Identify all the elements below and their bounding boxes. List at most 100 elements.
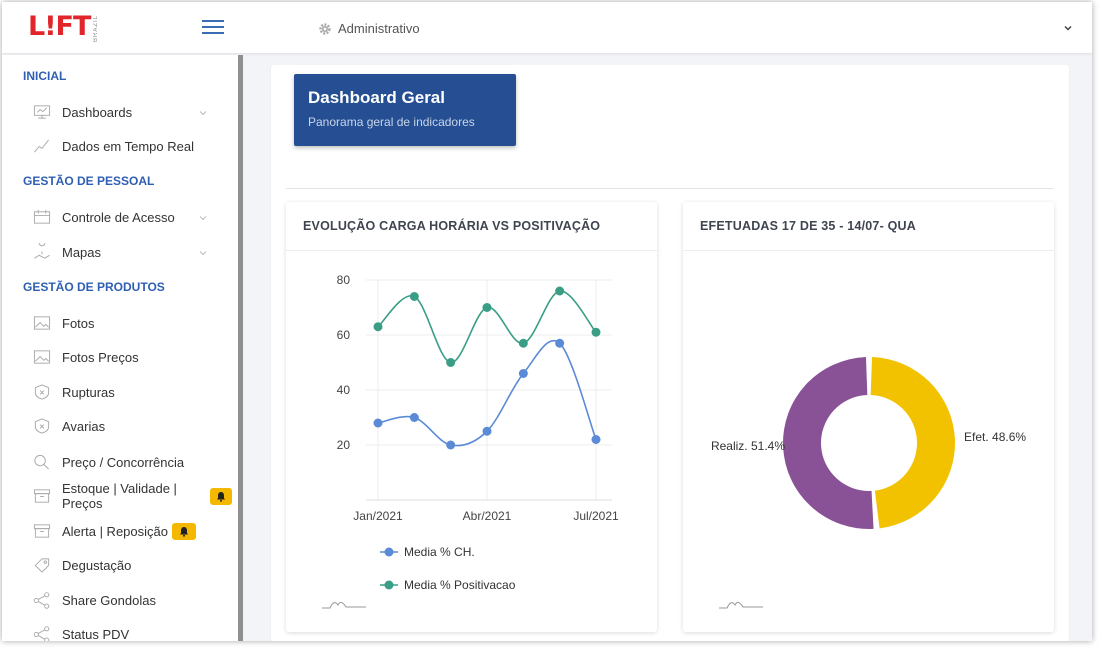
bell-icon — [172, 522, 196, 540]
sidebar-item-label: Fotos — [62, 315, 95, 331]
y-tick-label: 40 — [337, 383, 351, 397]
donut-chart-card: EFETUADAS 17 DE 35 - 14/07- QUA Realiz. … — [683, 202, 1054, 632]
data-point[interactable] — [591, 435, 601, 444]
legend-marker — [384, 547, 394, 557]
gear-icon — [319, 22, 331, 35]
sidebar-item-label: Rupturas — [62, 384, 115, 400]
sidebar-item-label: Estoque | Validade | Preços — [62, 481, 177, 511]
sidebar-item-label: Dashboards — [62, 104, 133, 120]
sidebar-item-label: Share Gondolas — [62, 592, 156, 608]
data-point[interactable] — [482, 426, 492, 436]
sidebar-item-rupturas[interactable]: Rupturas — [32, 379, 232, 405]
sidebar-item-label: Alerta | Reposição — [62, 523, 168, 539]
line-chart-card: EVOLUÇÃO CARGA HORÁRIA VS POSITIVAÇÃO 20… — [286, 202, 657, 632]
chevron-down-icon — [198, 246, 208, 256]
logo-text: L!FT — [28, 11, 91, 42]
x-tick-label: Jan/2021 — [353, 509, 403, 523]
dashboard-icon — [32, 103, 52, 121]
line-chart-icon — [32, 137, 52, 155]
data-point[interactable] — [555, 286, 565, 296]
card-title: EFETUADAS 17 DE 35 - 14/07- QUA — [683, 202, 1054, 251]
shield-x-icon — [32, 417, 52, 435]
sidebar-item-estoque-validade-precos[interactable]: Estoque | Validade | Preços — [32, 481, 232, 511]
data-point[interactable] — [373, 418, 383, 428]
sidebar-item-preco-concorrencia[interactable]: Preço / Concorrência — [32, 449, 232, 475]
share-icon — [32, 591, 52, 609]
sidebar-section-title: GESTÃO DE PRODUTOS — [23, 280, 165, 294]
legend-label[interactable]: Media % Positivacao — [404, 578, 516, 592]
legend-label[interactable]: Media % CH. — [404, 545, 475, 559]
sidebar-item-label: Dados em Tempo Real — [62, 138, 194, 154]
data-point[interactable] — [446, 358, 456, 367]
y-tick-label: 60 — [337, 328, 351, 342]
sidebar-item-dashboards[interactable]: Dashboards — [32, 99, 232, 125]
data-point[interactable] — [555, 338, 565, 348]
hamburger-icon[interactable] — [202, 20, 224, 36]
card-title: EVOLUÇÃO CARGA HORÁRIA VS POSITIVAÇÃO — [286, 202, 657, 251]
sidebar-item-label: Controle de Acesso — [62, 209, 175, 225]
chart-menu-icon[interactable] — [717, 597, 765, 611]
sidebar-item-label: Preço / Concorrência — [62, 454, 185, 470]
data-point[interactable] — [518, 338, 528, 348]
sidebar-item-share-gondolas[interactable]: Share Gondolas — [32, 587, 232, 613]
sidebar-item-avarias[interactable]: Avarias — [32, 413, 232, 439]
chart-menu-icon[interactable] — [320, 597, 368, 611]
sidebar-item-alerta-reposicao[interactable]: Alerta | Reposição — [32, 518, 232, 544]
donut-slice[interactable] — [782, 357, 874, 530]
sidebar-item-label: Fotos Preços — [62, 349, 139, 365]
x-tick-label: Jul/2021 — [573, 509, 619, 523]
module-label: Administrativo — [338, 21, 420, 36]
donut-slice[interactable] — [870, 357, 955, 529]
data-point[interactable] — [518, 369, 528, 378]
donut-chart: Realiz. 51.4% Efet. 48.6% — [711, 357, 1026, 530]
sidebar-item-mapas[interactable]: Mapas — [32, 239, 232, 265]
legend-marker — [384, 580, 394, 590]
archive-icon — [32, 522, 52, 540]
archive-icon — [32, 487, 52, 505]
bell-icon — [210, 487, 232, 505]
x-tick-label: Abr/2021 — [463, 509, 512, 523]
sidebar-item-fotos-precos[interactable]: Fotos Preços — [32, 344, 232, 370]
sidebar-scrollbar[interactable] — [238, 55, 243, 641]
sidebar-item-status-pdv[interactable]: Status PDV — [32, 621, 232, 641]
data-point[interactable] — [591, 327, 601, 337]
y-tick-label: 20 — [337, 438, 351, 452]
app-window: L!FT BRAZIL Administrativo INICIAL Dashbo… — [2, 2, 1092, 641]
data-point[interactable] — [446, 440, 456, 450]
shield-x-icon — [32, 383, 52, 401]
sidebar: INICIAL Dashboards Dados em Tempo Real GEST… — [2, 55, 238, 641]
tag-icon — [32, 556, 52, 574]
sidebar-section-title: GESTÃO DE PESSOAL — [23, 174, 155, 188]
map-icon — [32, 243, 52, 261]
sidebar-section-title: INICIAL — [23, 69, 67, 83]
page-subtitle: Panorama geral de indicadores — [308, 115, 475, 129]
data-point[interactable] — [482, 303, 492, 312]
module-selector[interactable]: Administrativo — [318, 21, 420, 36]
share-icon — [32, 625, 52, 641]
image-icon — [32, 348, 52, 366]
sidebar-item-label: Avarias — [62, 418, 106, 434]
line-chart: 20 40 60 80 Jan/2021 Abr/2021 Jul/2021 Media % … — [337, 273, 619, 592]
chevron-down-icon — [198, 106, 208, 116]
slice-label: Efet. 48.6% — [964, 430, 1026, 444]
sidebar-item-label: Status PDV — [62, 626, 130, 642]
y-tick-label: 80 — [337, 273, 351, 287]
data-point[interactable] — [409, 292, 419, 301]
data-point[interactable] — [409, 413, 419, 422]
calendar-icon — [32, 208, 52, 226]
sidebar-item-degustacao[interactable]: Degustação — [32, 552, 232, 578]
divider — [286, 188, 1054, 189]
page-title: Dashboard Geral — [308, 88, 445, 107]
top-bar: L!FT BRAZIL Administrativo — [2, 2, 1092, 54]
sidebar-item-fotos[interactable]: Fotos — [32, 310, 232, 336]
logo[interactable]: L!FT BRAZIL — [28, 11, 99, 43]
sidebar-item-label: Mapas — [62, 244, 102, 260]
chevron-down-icon[interactable] — [1062, 22, 1074, 34]
sidebar-item-dados-em-tempo-real[interactable]: Dados em Tempo Real — [32, 133, 232, 159]
slice-label: Realiz. 51.4% — [711, 439, 785, 453]
search-icon — [32, 453, 52, 471]
dashboard-header: Dashboard Geral Panorama geral de indica… — [294, 74, 516, 146]
chevron-down-icon — [198, 211, 208, 221]
data-point[interactable] — [373, 322, 383, 332]
sidebar-item-controle-de-acesso[interactable]: Controle de Acesso — [32, 204, 232, 230]
